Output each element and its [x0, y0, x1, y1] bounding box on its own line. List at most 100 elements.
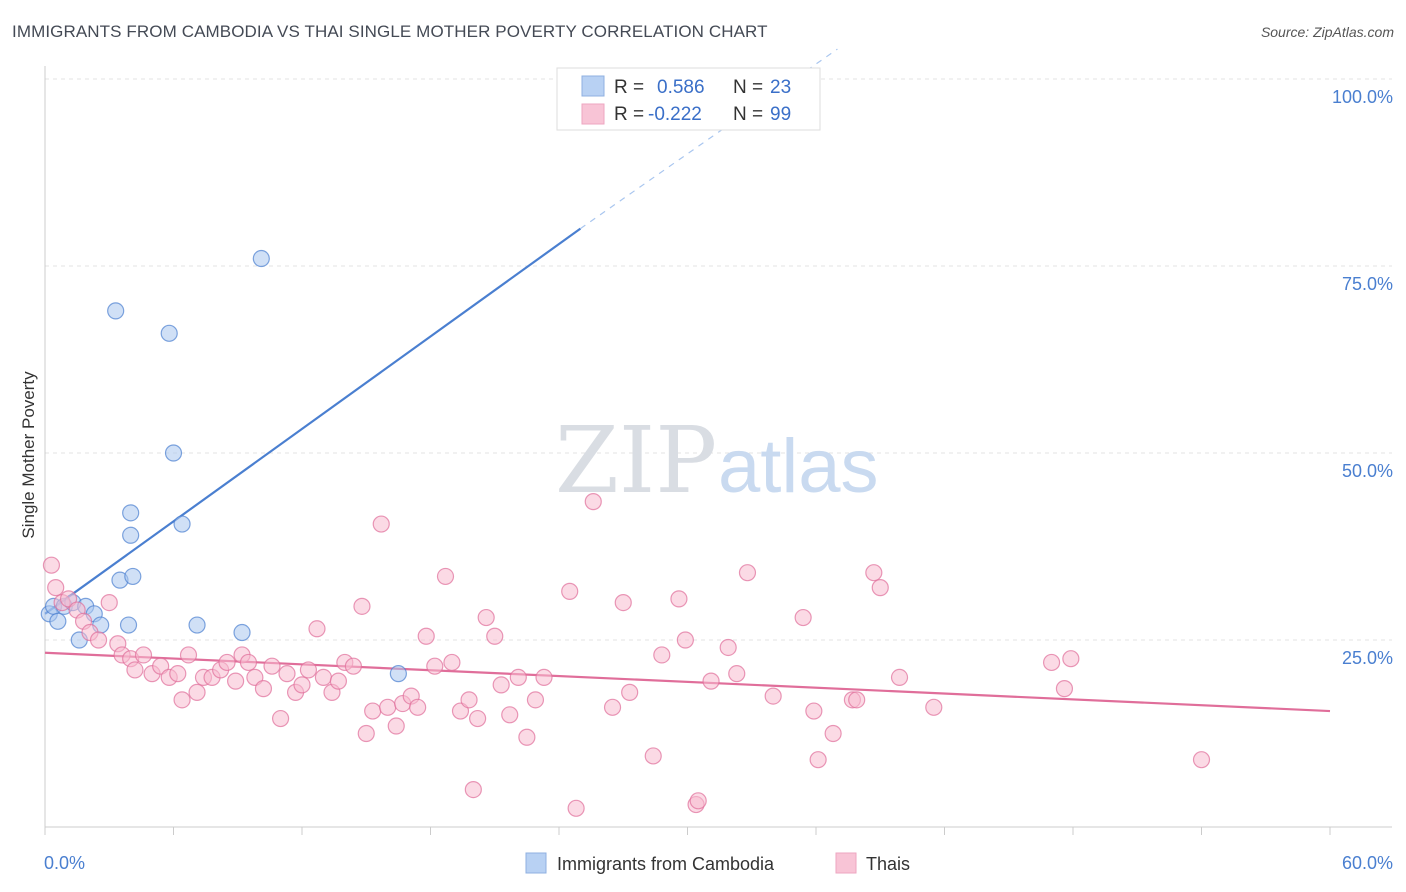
y-tick-label: 25.0%	[1342, 648, 1393, 668]
point-thais	[477, 608, 495, 627]
point-thais	[567, 799, 585, 817]
point-thais	[218, 653, 236, 672]
point-thais	[794, 608, 812, 627]
point-thais	[614, 593, 632, 612]
point-cambodia	[122, 504, 140, 522]
point-thais	[89, 631, 108, 649]
trend-extension-cambodia	[580, 48, 838, 230]
trend-lines	[44, 48, 1331, 713]
stats-r-value-thais: -0.222	[648, 104, 702, 125]
point-cambodia	[124, 567, 142, 586]
point-thais	[738, 564, 757, 582]
point-thais	[621, 683, 639, 701]
watermark: ZIP atlas	[555, 407, 879, 514]
point-thais	[278, 665, 296, 683]
x-tick-label: 60.0%	[1342, 853, 1393, 873]
point-thais	[417, 627, 435, 645]
point-thais	[486, 627, 504, 645]
point-thais	[426, 657, 444, 675]
point-thais	[653, 646, 671, 664]
point-thais	[134, 646, 153, 664]
point-thais	[263, 657, 281, 675]
point-thais	[188, 683, 206, 701]
trend-line-thais	[44, 651, 1331, 713]
point-thais	[329, 672, 348, 690]
point-thais	[509, 668, 527, 687]
point-cambodia	[160, 324, 178, 342]
axes	[44, 66, 1392, 835]
point-thais	[443, 653, 461, 672]
point-thais	[299, 661, 318, 679]
point-thais	[314, 668, 333, 687]
point-thais	[561, 582, 579, 600]
y-axis-title: Single Mother Poverty	[19, 371, 38, 539]
gridlines	[45, 78, 1392, 641]
point-thais	[890, 668, 909, 687]
point-thais	[42, 556, 61, 574]
point-thais	[409, 698, 427, 716]
stats-swatch-thais	[581, 103, 605, 125]
point-thais	[1062, 650, 1080, 668]
point-thais	[676, 631, 694, 649]
point-thais	[1192, 751, 1211, 769]
point-thais	[848, 691, 866, 709]
watermark-atlas: atlas	[718, 424, 879, 509]
watermark-zip: ZIP	[555, 407, 717, 514]
point-thais	[379, 698, 397, 716]
point-thais	[518, 728, 536, 746]
point-cambodia	[164, 444, 183, 462]
source-label: Source: ZipAtlas.com	[1260, 24, 1394, 40]
point-thais	[308, 620, 326, 638]
point-cambodia	[49, 612, 67, 630]
point-thais	[689, 792, 707, 810]
y-tick-label: 75.0%	[1342, 274, 1393, 294]
point-thais	[169, 665, 187, 683]
point-thais	[1042, 653, 1061, 672]
point-thais	[501, 706, 519, 724]
stats-swatch-cambodia	[581, 75, 605, 97]
point-thais	[809, 751, 827, 769]
point-thais	[603, 698, 622, 716]
stats-n-value-thais: 99	[770, 104, 791, 125]
point-thais	[865, 564, 883, 582]
point-thais	[344, 657, 362, 675]
point-thais	[372, 515, 390, 533]
point-cambodia	[122, 526, 140, 544]
point-thais	[254, 680, 273, 698]
point-thais	[535, 668, 553, 687]
series-legend: Immigrants from Cambodia Thais	[525, 852, 910, 874]
point-thais	[702, 672, 720, 690]
point-cambodia	[188, 616, 206, 634]
point-thais	[719, 638, 737, 657]
stats-n-label-cambodia: N =	[733, 77, 763, 98]
point-cambodia	[107, 302, 125, 320]
point-thais	[293, 676, 311, 694]
point-thais	[173, 691, 191, 709]
legend-swatch-thais	[835, 852, 857, 874]
point-thais	[464, 780, 482, 799]
legend-label-thais: Thais	[866, 854, 910, 874]
point-thais	[357, 724, 375, 743]
point-cambodia	[233, 623, 251, 642]
tick-labels: 25.0% 50.0% 75.0% 100.0% 0.0% 60.0%	[44, 87, 1393, 873]
stats-legend: R = 0.586 N = 23 R = -0.222 N = 99	[556, 67, 821, 131]
legend-swatch-cambodia	[525, 852, 547, 874]
point-thais	[179, 646, 198, 664]
point-cambodia	[119, 616, 138, 634]
stats-n-label-thais: N =	[733, 104, 763, 125]
point-thais	[728, 665, 746, 683]
point-thais	[239, 653, 258, 672]
point-thais	[824, 724, 842, 743]
legend-label-cambodia: Immigrants from Cambodia	[557, 854, 775, 874]
point-thais	[925, 698, 943, 716]
x-tick-label: 0.0%	[44, 853, 85, 873]
point-cambodia	[173, 515, 191, 533]
stats-r-value-cambodia: 0.586	[657, 77, 705, 98]
point-thais	[526, 691, 545, 709]
y-tick-label: 100.0%	[1332, 87, 1393, 107]
point-thais	[764, 687, 782, 705]
point-thais	[364, 702, 382, 720]
point-thais	[492, 676, 510, 694]
chart-title: IMMIGRANTS FROM CAMBODIA VS THAI SINGLE …	[12, 22, 768, 41]
point-thais	[644, 747, 662, 765]
